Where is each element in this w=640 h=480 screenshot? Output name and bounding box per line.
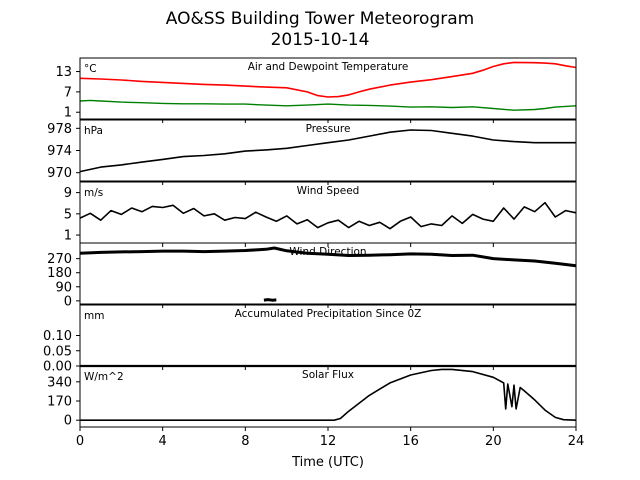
- y-tick-label: 0.10: [43, 329, 72, 344]
- series-line-5-0: [80, 368, 577, 422]
- panel-5: 0 170 340 W/m^2 Solar Flux: [47, 365, 577, 431]
- panel-0: 1 7 13 °C Air and Dewpoint Temperature: [55, 57, 577, 123]
- x-tick-label: 8: [241, 434, 249, 449]
- panel-unit-label: °C: [84, 63, 97, 75]
- y-tick-label: 13: [55, 65, 72, 80]
- y-tick-label: 90: [55, 280, 72, 295]
- y-tick-label: 180: [47, 266, 72, 281]
- series-line-3-0: [79, 246, 577, 268]
- x-tick-label: 20: [485, 434, 502, 449]
- panel-2: 1 5 9 m/s Wind Speed: [64, 181, 577, 247]
- y-tick-label: 974: [47, 144, 72, 159]
- panel-4: 0.000.050.10 mm Accumulated Precipitation …: [43, 304, 577, 375]
- x-axis: 0 4 8 12 16 20 24: [76, 434, 584, 449]
- panel-title: Solar Flux: [302, 369, 354, 381]
- x-tick-label: 4: [159, 434, 167, 449]
- panel-title: Wind Speed: [297, 185, 360, 197]
- chart-title: AO&SS Building Tower Meteorogram: [166, 9, 474, 29]
- x-tick-label: 0: [76, 434, 84, 449]
- panel-unit-label: mm: [84, 310, 104, 322]
- x-tick-label: 24: [568, 434, 585, 449]
- series-line-0-0: [79, 61, 577, 98]
- x-axis-label: Time (UTC): [291, 455, 364, 470]
- panel-title: Air and Dewpoint Temperature: [248, 61, 409, 73]
- y-tick-label: 970: [47, 166, 72, 181]
- y-tick-label: 9: [64, 186, 72, 201]
- y-tick-label: 0.05: [43, 344, 72, 359]
- y-tick-label: 270: [47, 252, 72, 267]
- series-line-3-1: [263, 298, 277, 302]
- y-tick-label: 0: [64, 294, 72, 309]
- y-tick-label: 1: [64, 229, 72, 244]
- y-tick-label: 5: [64, 207, 72, 222]
- panel-title: Wind Direction: [289, 246, 366, 258]
- y-tick-label: 170: [47, 395, 72, 410]
- panel-title: Pressure: [306, 123, 351, 135]
- series-line-0-1: [79, 99, 577, 111]
- panel-title: Accumulated Precipitation Since 0Z: [235, 308, 422, 320]
- panels-group: 1 7 13 °C Air and Dewpoint Temperature 970 974…: [43, 57, 577, 431]
- panel-unit-label: m/s: [84, 187, 103, 199]
- panel-1: 970 974 978 hPa Pressure: [47, 119, 577, 185]
- panel-unit-label: hPa: [84, 125, 103, 137]
- y-tick-label: 0: [64, 414, 72, 429]
- y-tick-label: 1: [64, 106, 72, 121]
- x-tick-label: 12: [320, 434, 337, 449]
- y-tick-label: 7: [64, 85, 72, 100]
- y-tick-label: 978: [47, 122, 72, 137]
- y-tick-label: 340: [47, 375, 72, 390]
- panel-unit-label: W/m^2: [84, 371, 124, 383]
- series-line-1-0: [79, 129, 576, 173]
- x-tick-label: 16: [402, 434, 419, 449]
- y-tick-label: 0.00: [43, 360, 72, 375]
- chart-subtitle: 2015-10-14: [271, 30, 370, 50]
- series-line-2-0: [79, 201, 577, 230]
